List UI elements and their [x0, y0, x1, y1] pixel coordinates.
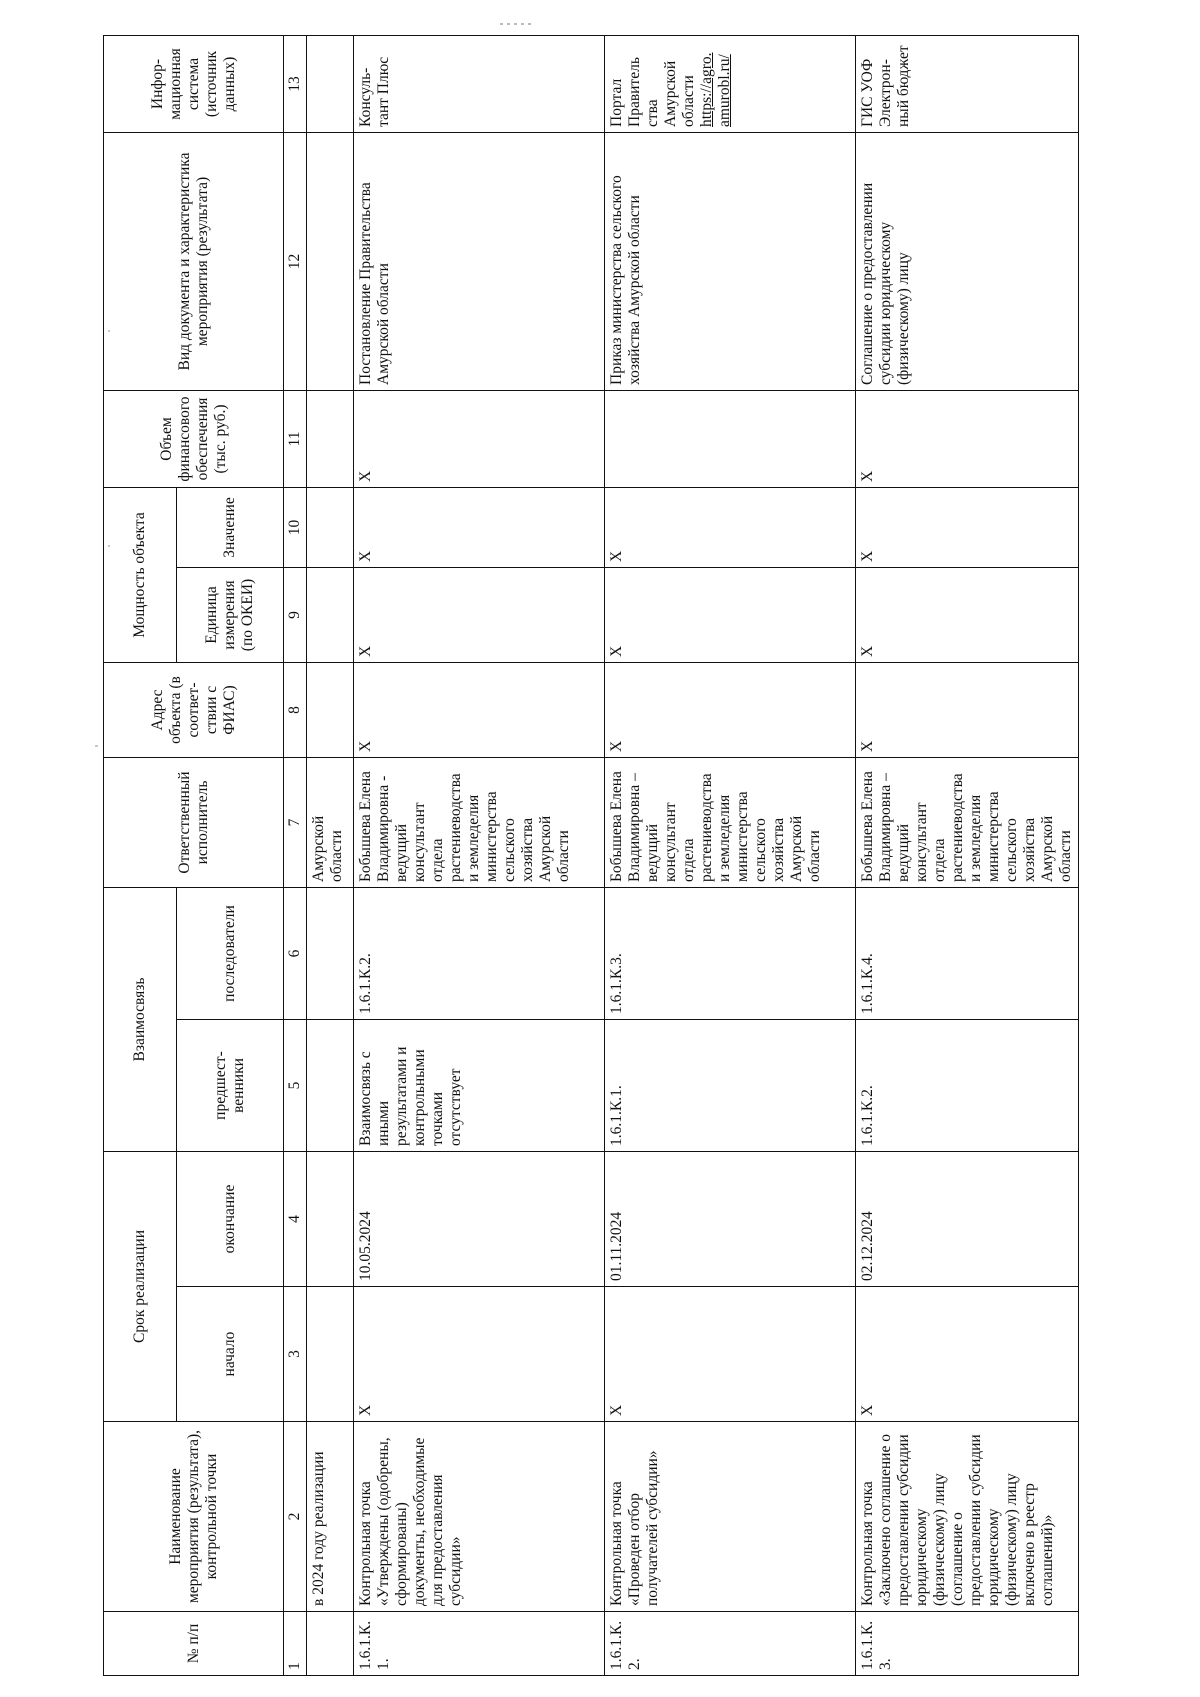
column-number: 10 [283, 487, 307, 568]
row-document: Приказ министерства сельского хозяйства … [604, 132, 856, 391]
column-number: 2 [283, 1421, 307, 1612]
row-document: Соглашение о предоставлении субсидии юри… [855, 132, 1079, 391]
row-successors: 1.6.1.К.2. [353, 887, 605, 1020]
row-finance: X [855, 390, 1079, 488]
row-responsible: Бобышева Елена Владимировна – ведущий ко… [855, 757, 1079, 888]
row-value: X [604, 487, 856, 568]
info-system-name: ГИС УОФ Электрон-ный бюджет [859, 45, 912, 127]
row-document: Постановление Правительства Амурской обл… [353, 132, 605, 391]
row-finance [604, 390, 856, 488]
row-finance: X [353, 390, 605, 488]
row-responsible: Бобышева Елена Владимировна - ведущий ко… [353, 757, 605, 888]
scan-artifact [500, 12, 560, 25]
table-row: 1.6.1.К.3. Контрольная точка «Заключено … [855, 35, 1079, 1676]
table-cell [306, 132, 354, 391]
header-document: Вид документа и характеристика мероприят… [103, 132, 284, 391]
column-number: 6 [283, 887, 307, 1020]
row-info-system: Консуль-тант Плюс [353, 35, 605, 133]
row-end: 02.12.2024 [855, 1151, 1079, 1287]
header-end: окончание [176, 1151, 284, 1287]
column-number: 9 [283, 567, 307, 663]
row-predecessors: 1.6.1.К.1. [604, 1019, 856, 1152]
column-number: 7 [283, 757, 307, 888]
header-info-system: Инфор-мационная система (источник данных… [103, 35, 284, 133]
header-value: Значение [176, 487, 284, 568]
row-successors: 1.6.1.К.4. [855, 887, 1079, 1020]
row-name: Контрольная точка «Утверждены (одобрены,… [353, 1421, 605, 1612]
row-start: X [604, 1286, 856, 1422]
table-cell [306, 1019, 354, 1152]
header-number: № п/п [103, 1611, 284, 1676]
scan-speck [108, 545, 110, 547]
row-end: 01.11.2024 [604, 1151, 856, 1287]
row-address: X [604, 662, 856, 758]
row-successors: 1.6.1.К.3. [604, 887, 856, 1020]
table-header-row: № п/п Наименование мероприятия (результа… [103, 35, 284, 1676]
row-responsible: Бобышева Елена Владимировна – ведущий ко… [604, 757, 856, 888]
row-predecessors: Взаимосвязь с иными результатами и контр… [353, 1019, 605, 1152]
table-cell [306, 35, 354, 133]
row-number: 1.6.1.К.1. [353, 1611, 605, 1676]
row-number: 1.6.1.К.3. [855, 1611, 1079, 1676]
row-address: X [855, 662, 1079, 758]
row-name: Контрольная точка «Заключено соглашение … [855, 1421, 1079, 1612]
row-start: X [855, 1286, 1079, 1422]
table-cell [306, 567, 354, 663]
column-number: 12 [283, 132, 307, 391]
column-number: 4 [283, 1151, 307, 1287]
row-info-system: ГИС УОФ Электрон-ный бюджет [855, 35, 1079, 133]
column-numbers-row: 1 2 3 4 5 6 7 8 9 10 11 12 13 [283, 35, 307, 1676]
column-number: 13 [283, 35, 307, 133]
scan-speck [95, 745, 98, 747]
header-finance: Объем финансового обеспечения (тыс. руб.… [103, 390, 284, 488]
header-capacity-group: Мощность объекта [103, 487, 177, 663]
column-number: 11 [283, 390, 307, 488]
table-cell [306, 1611, 354, 1676]
row-value: X [855, 487, 1079, 568]
header-successors: последователи [176, 887, 284, 1020]
table-row: 1.6.1.К.1. Контрольная точка «Утверждены… [353, 35, 605, 1676]
row-number: 1.6.1.К.2. [604, 1611, 856, 1676]
row-start: X [353, 1286, 605, 1422]
header-unit: Единица измерения (по ОКЕИ) [176, 567, 284, 663]
column-number: 8 [283, 662, 307, 758]
continuation-row: в 2024 году реализации Амурской области [306, 35, 354, 1676]
scan-speck [108, 330, 110, 332]
header-predecessors: предшест-венники [176, 1019, 284, 1152]
row-end: 10.05.2024 [353, 1151, 605, 1287]
rotated-document-page: № п/п Наименование мероприятия (результа… [103, 35, 1200, 1676]
row-name: Контрольная точка «Проведен отбор получа… [604, 1421, 856, 1612]
responsible-continuation: Амурской области [306, 757, 354, 888]
column-number: 3 [283, 1286, 307, 1422]
info-system-name: Консуль-тант Плюс [357, 56, 392, 127]
table-cell [306, 487, 354, 568]
year-label: в 2024 году реализации [306, 1421, 354, 1612]
table-cell [306, 662, 354, 758]
header-deadline-group: Срок реализации [103, 1151, 177, 1422]
row-info-system: Портал Правитель ства Амурской области h… [604, 35, 856, 133]
header-start: начало [176, 1286, 284, 1422]
row-unit: X [353, 567, 605, 663]
header-address: Адрес объекта (в соответ-ствии с ФИАС) [103, 662, 284, 758]
row-unit: X [604, 567, 856, 663]
header-responsible: Ответственный исполнитель [103, 757, 284, 888]
table-cell [306, 390, 354, 488]
header-link-group: Взаимосвязь [103, 887, 177, 1152]
column-number: 5 [283, 1019, 307, 1152]
row-value: X [353, 487, 605, 568]
info-system-name: Портал Правитель ства Амурской области [608, 57, 697, 127]
table-row: 1.6.1.К.2. Контрольная точка «Проведен о… [604, 35, 856, 1676]
info-system-link[interactable]: https://agro. amurobl.ru/ [698, 52, 733, 127]
table-cell [306, 1151, 354, 1287]
table-cell [306, 1286, 354, 1422]
row-address: X [353, 662, 605, 758]
row-unit: X [855, 567, 1079, 663]
row-predecessors: 1.6.1.К.2. [855, 1019, 1079, 1152]
table-cell [306, 887, 354, 1020]
header-name: Наименование мероприятия (результата), к… [103, 1421, 284, 1612]
column-number: 1 [283, 1611, 307, 1676]
implementation-plan-table: № п/п Наименование мероприятия (результа… [103, 35, 1079, 1676]
